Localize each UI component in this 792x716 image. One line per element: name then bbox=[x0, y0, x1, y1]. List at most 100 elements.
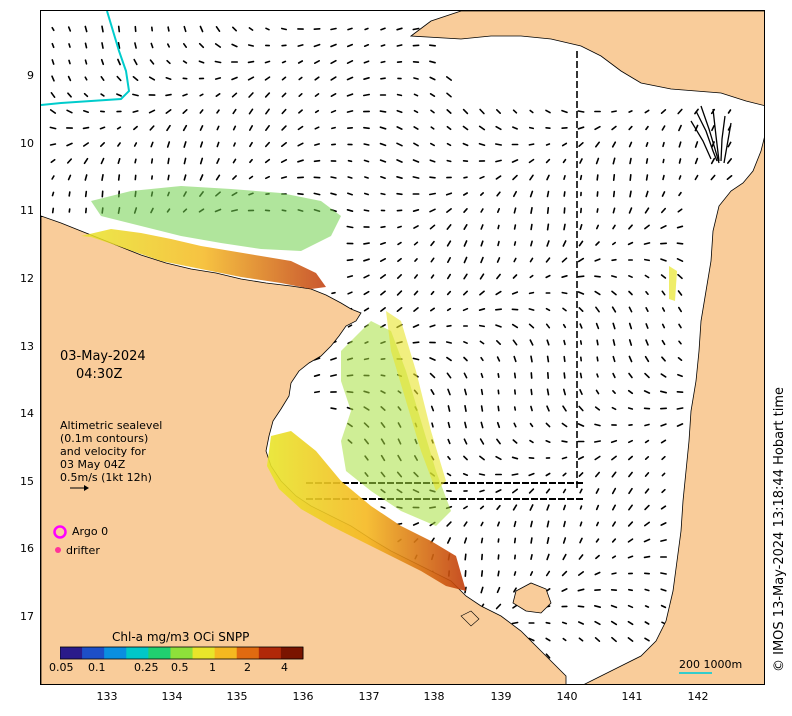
velocity-arrow bbox=[379, 142, 387, 147]
velocity-arrow bbox=[84, 190, 88, 198]
velocity-arrow bbox=[412, 324, 420, 328]
velocity-arrow bbox=[678, 191, 682, 197]
velocity-arrow bbox=[297, 60, 304, 64]
velocity-arrow bbox=[329, 374, 338, 377]
velocity-arrow bbox=[182, 60, 188, 64]
velocity-arrow bbox=[346, 59, 354, 65]
velocity-arrow bbox=[530, 355, 533, 363]
velocity-arrow bbox=[577, 621, 585, 625]
velocity-arrow bbox=[215, 26, 221, 33]
lat-tick-13: 13 bbox=[20, 340, 34, 353]
velocity-arrow bbox=[578, 306, 584, 313]
velocity-arrow bbox=[429, 176, 436, 179]
velocity-arrow bbox=[232, 158, 237, 164]
velocity-arrow bbox=[627, 604, 634, 609]
velocity-arrow bbox=[562, 240, 567, 247]
velocity-arrow bbox=[116, 93, 122, 97]
velocity-arrow bbox=[611, 455, 617, 461]
velocity-arrow bbox=[313, 59, 321, 65]
velocity-arrow bbox=[446, 372, 452, 379]
velocity-arrow bbox=[628, 487, 633, 495]
velocity-arrow bbox=[429, 76, 436, 81]
velocity-arrow bbox=[562, 637, 567, 642]
velocity-arrow bbox=[563, 372, 566, 379]
velocity-arrow bbox=[611, 521, 617, 527]
depth-scale-bar bbox=[679, 672, 712, 674]
velocity-arrow bbox=[528, 126, 535, 130]
velocity-arrow bbox=[594, 290, 601, 296]
velocity-arrow bbox=[397, 225, 402, 229]
velocity-arrow bbox=[199, 109, 204, 114]
velocity-arrow bbox=[232, 175, 237, 180]
velocity-arrow bbox=[248, 27, 254, 31]
velocity-arrow bbox=[676, 242, 684, 245]
velocity-arrow bbox=[281, 60, 287, 64]
velocity-arrow bbox=[479, 505, 485, 510]
lon-tick-141: 141 bbox=[621, 690, 643, 703]
velocity-arrow bbox=[479, 273, 485, 280]
velocity-arrow bbox=[479, 108, 485, 115]
lat-tick-14: 14 bbox=[20, 407, 34, 420]
colorbar-cell bbox=[82, 647, 105, 659]
velocity-arrow bbox=[447, 438, 451, 445]
velocity-arrow bbox=[198, 60, 205, 64]
velocity-arrow bbox=[528, 637, 535, 642]
velocity-arrow bbox=[579, 505, 583, 510]
velocity-arrow bbox=[446, 521, 452, 527]
velocity-arrow bbox=[117, 142, 121, 147]
velocity-arrow bbox=[594, 275, 601, 278]
land-cape-york bbox=[584, 137, 764, 684]
velocity-arrow bbox=[660, 274, 667, 279]
velocity-arrow bbox=[628, 110, 633, 113]
velocity-arrow bbox=[496, 257, 501, 263]
velocity-arrow bbox=[330, 76, 337, 81]
velocity-arrow bbox=[528, 472, 535, 477]
velocity-arrow bbox=[214, 43, 222, 48]
velocity-arrow bbox=[446, 324, 452, 328]
velocity-arrow bbox=[480, 240, 484, 247]
colorbar-tick-1: 1 bbox=[209, 661, 216, 674]
velocity-arrow bbox=[429, 307, 436, 312]
velocity-arrow bbox=[594, 423, 601, 427]
velocity-arrow bbox=[430, 405, 435, 412]
velocity-arrow bbox=[497, 372, 500, 379]
velocity-arrow bbox=[644, 355, 650, 363]
velocity-arrow bbox=[528, 308, 535, 311]
velocity-arrow bbox=[513, 537, 517, 544]
velocity-arrow bbox=[249, 125, 253, 131]
velocity-arrow bbox=[148, 109, 156, 114]
velocity-arrow bbox=[480, 224, 484, 230]
velocity-arrow bbox=[610, 275, 618, 278]
velocity-arrow bbox=[281, 108, 287, 115]
velocity-arrow bbox=[678, 323, 682, 329]
velocity-arrow bbox=[429, 142, 436, 147]
velocity-arrow bbox=[480, 586, 484, 594]
velocity-arrow bbox=[644, 274, 650, 279]
velocity-arrow bbox=[676, 258, 684, 262]
velocity-arrow bbox=[413, 126, 419, 130]
velocity-arrow bbox=[661, 455, 666, 461]
velocity-arrow bbox=[413, 241, 419, 246]
velocity-arrow bbox=[462, 290, 469, 296]
velocity-arrow bbox=[660, 505, 667, 510]
velocity-arrow bbox=[545, 621, 551, 625]
velocity-arrow bbox=[297, 44, 304, 47]
velocity-arrow bbox=[529, 190, 534, 198]
velocity-arrow bbox=[430, 126, 435, 130]
velocity-arrow bbox=[645, 306, 649, 313]
velocity-arrow bbox=[512, 339, 518, 346]
velocity-arrow bbox=[513, 406, 517, 411]
velocity-arrow bbox=[480, 356, 484, 362]
velocity-arrow bbox=[561, 109, 568, 114]
velocity-arrow bbox=[512, 190, 518, 198]
velocity-arrow bbox=[247, 76, 255, 81]
velocity-arrow bbox=[512, 109, 518, 114]
velocity-arrow bbox=[644, 605, 650, 608]
velocity-arrow bbox=[612, 190, 616, 198]
velocity-arrow bbox=[363, 159, 370, 163]
velocity-arrow bbox=[611, 290, 617, 296]
velocity-arrow bbox=[710, 157, 716, 165]
velocity-arrow bbox=[595, 389, 600, 395]
velocity-arrow bbox=[628, 471, 633, 478]
velocity-arrow bbox=[627, 455, 634, 461]
